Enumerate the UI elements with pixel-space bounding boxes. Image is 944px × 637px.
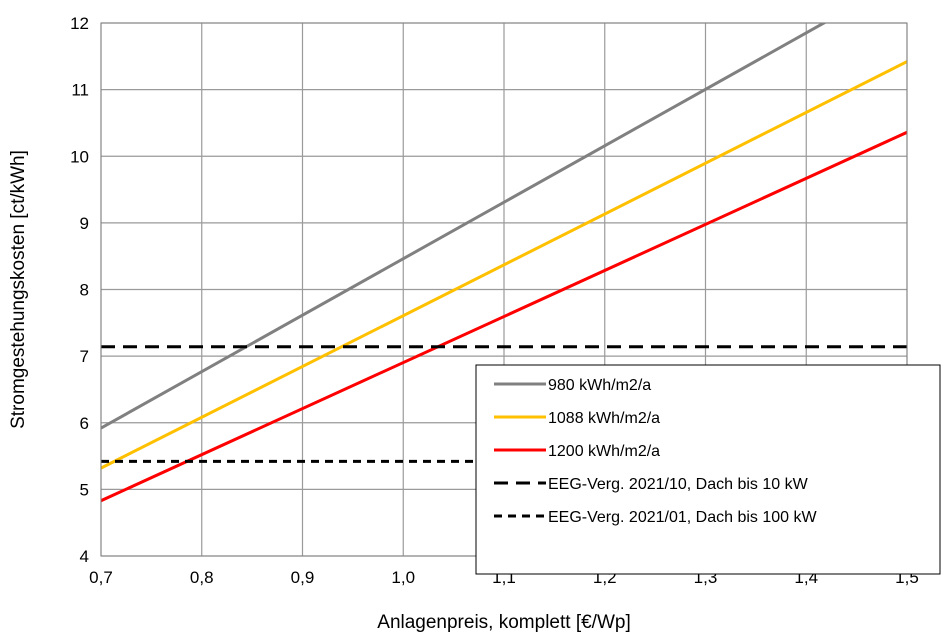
- x-axis-title: Anlagenpreis, komplett [€/Wp]: [377, 612, 630, 633]
- x-tick-label: 1,0: [391, 568, 415, 587]
- x-tick-label: 0,9: [291, 568, 315, 587]
- x-tick-label: 0,8: [190, 568, 214, 587]
- y-tick-label: 7: [80, 347, 89, 366]
- y-tick-labels: 4 5 6 7 8 9 10 11 12: [70, 14, 89, 566]
- legend-label: EEG-Verg. 2021/01, Dach bis 100 kW: [548, 509, 817, 526]
- x-tick-label: 0,7: [89, 568, 113, 587]
- series-line-2: [101, 130, 907, 503]
- y-tick-label: 5: [80, 480, 89, 499]
- y-tick-label: 9: [80, 214, 89, 233]
- legend-label: 980 kWh/m2/a: [548, 377, 651, 394]
- y-tick-label: 12: [70, 14, 89, 33]
- y-tick-label: 6: [80, 414, 89, 433]
- series-lines: [101, 23, 907, 503]
- legend-label: 1088 kWh/m2/a: [548, 410, 660, 427]
- y-axis-title: Stromgestehungskosten [ct/kWh]: [8, 150, 29, 429]
- y-tick-label: 11: [71, 81, 89, 100]
- legend: 980 kWh/m2/a 1088 kWh/m2/a 1200 kWh/m2/a EE…: [475, 364, 941, 575]
- legend-box: [475, 364, 941, 575]
- y-tick-label: 8: [80, 281, 89, 300]
- series-line-0: [101, 23, 827, 430]
- y-tick-label: 4: [80, 547, 89, 566]
- legend-label: EEG-Verg. 2021/10, Dach bis 10 kW: [548, 476, 809, 493]
- y-tick-label: 10: [70, 147, 89, 166]
- series-line-1: [101, 60, 907, 470]
- legend-label: 1200 kWh/m2/a: [548, 443, 660, 460]
